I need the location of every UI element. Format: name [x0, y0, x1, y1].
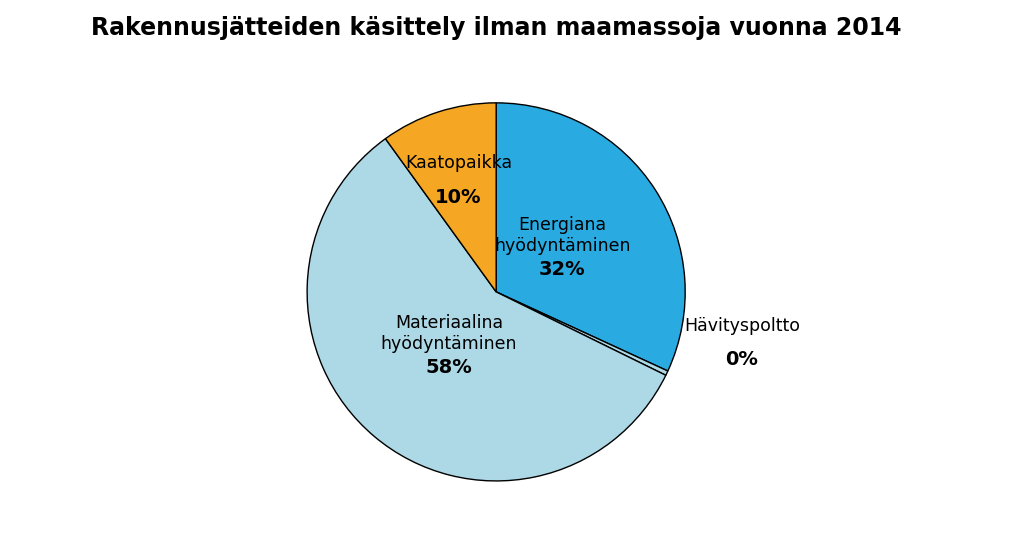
Text: Kaatopaikka: Kaatopaikka: [405, 155, 512, 172]
Text: Materiaalina
hyödyntäminen: Materiaalina hyödyntäminen: [381, 314, 518, 353]
Text: 10%: 10%: [435, 188, 482, 207]
Wedge shape: [496, 292, 668, 375]
Wedge shape: [307, 138, 666, 481]
Text: Energiana
hyödyntäminen: Energiana hyödyntäminen: [494, 216, 630, 255]
Wedge shape: [386, 103, 496, 292]
Text: 32%: 32%: [539, 260, 585, 279]
Text: 0%: 0%: [725, 350, 758, 369]
Text: Hävityspoltto: Hävityspoltto: [684, 317, 800, 335]
Title: Rakennusjätteiden käsittely ilman maamassoja vuonna 2014: Rakennusjätteiden käsittely ilman maamas…: [91, 16, 901, 40]
Text: 58%: 58%: [426, 358, 473, 377]
Wedge shape: [496, 103, 685, 371]
